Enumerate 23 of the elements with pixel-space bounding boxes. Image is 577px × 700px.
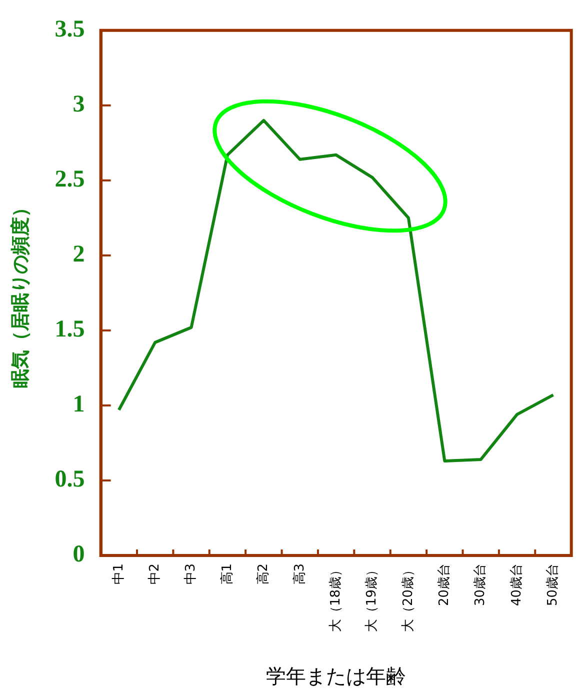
y-tick-label: 2 [72, 242, 85, 268]
x-tick-label: 高3 [291, 563, 308, 585]
x-tick-label: 30歳台 [473, 563, 488, 606]
x-tick-label: 中3 [184, 563, 199, 585]
x-tick-label: 40歳台 [509, 563, 524, 606]
y-axis-title: 眠気（居眠りの頻度） [9, 198, 32, 388]
x-tick-label: 中2 [147, 563, 162, 585]
x-tick-label: 大（19歳） [364, 563, 380, 632]
x-tick-label: 20歳台 [437, 563, 452, 606]
x-axis-title: 学年または年齢 [266, 664, 406, 688]
y-tick-label: 2.5 [54, 166, 85, 193]
x-tick-label: 高2 [255, 563, 272, 585]
y-tick-label: 3 [72, 92, 85, 118]
y-tick-label: 1.5 [54, 316, 85, 343]
x-tick-label: 高1 [218, 563, 235, 585]
x-tick-label: 中1 [111, 563, 126, 585]
y-tick-label: 3.5 [54, 16, 85, 43]
y-tick-label: 1 [72, 392, 85, 418]
x-tick-label: 大（18歳） [328, 563, 344, 632]
x-tick-label: 50歳台 [546, 563, 561, 606]
x-tick-label: 大（20歳） [400, 563, 416, 632]
y-tick-label: 0 [72, 542, 85, 568]
y-tick-label: 0.5 [54, 466, 85, 493]
